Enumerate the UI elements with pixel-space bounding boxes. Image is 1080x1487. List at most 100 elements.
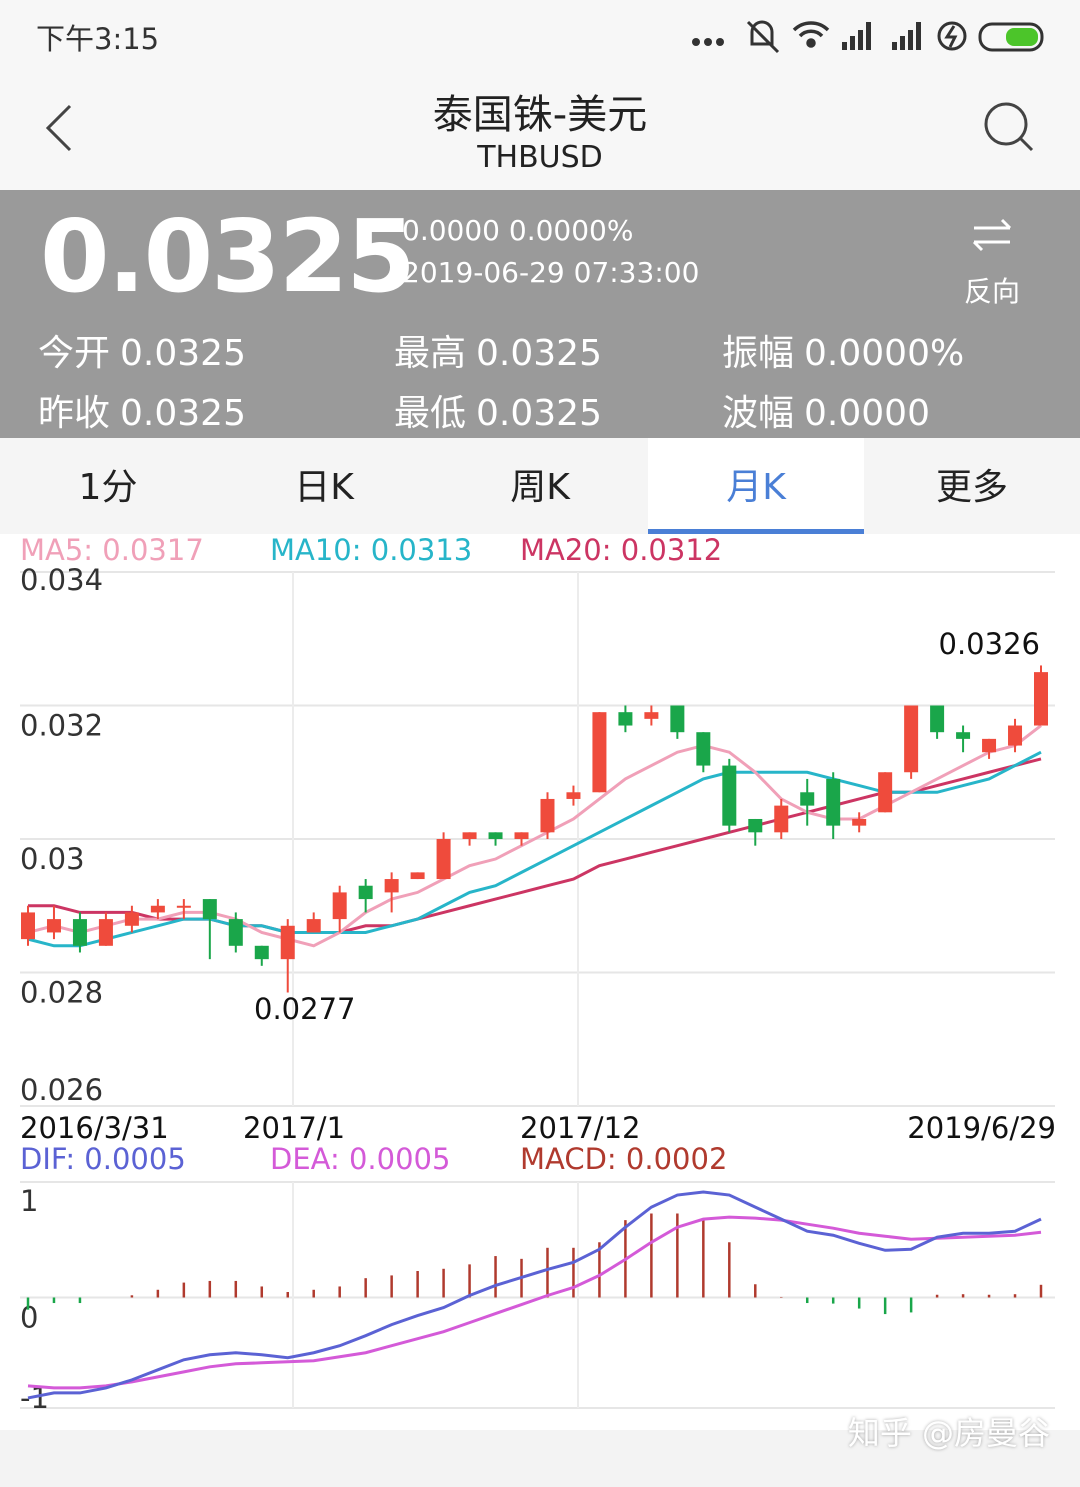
x-axis-label: 2016/3/31 [20,1111,169,1145]
candle-body [98,919,113,946]
candle-body [956,732,971,739]
reverse-label: 反向 [963,275,1020,308]
stat-wave-label: 波幅 [722,393,795,434]
candle-body [540,798,555,833]
stat-low-value: 0.0325 [476,393,602,434]
x-axis-label: 2017/12 [520,1111,640,1145]
candle-body [696,732,711,766]
tab-1min[interactable]: 1分 [78,467,138,508]
min-price-label: 0.0277 [254,992,355,1026]
stat-amplitude-label: 振幅 [722,333,795,374]
candle-body [1034,672,1048,726]
tab-weekly-k[interactable]: 周K [510,467,570,508]
candle-body [72,919,87,946]
candle-body [46,919,61,933]
stat-prev-close-value: 0.0325 [120,393,246,434]
stat-high-label: 最高 [394,333,467,374]
stat-prev-close-label: 昨收 [38,393,111,434]
stat-open-value: 0.0325 [120,333,246,374]
candle-body [852,818,867,826]
signal-2-icon [892,22,921,50]
candle-body [566,792,581,799]
stat-amplitude: 振幅 0.0000% [722,324,964,376]
candle-body [21,912,35,940]
candle-body [488,832,503,839]
status-bar: 下午3:15 [0,0,1080,68]
tab-daily-k[interactable]: 日K [294,467,354,508]
candle-body [748,818,763,833]
candle-body [176,905,191,908]
price-change: 0.0000 0.0000% [402,214,634,247]
status-icons [692,20,1044,54]
candle-body [904,705,919,773]
candle-body [462,832,477,839]
reverse-button[interactable]: 反向 [952,210,1032,310]
quote-time: 2019-06-29 07:33:00 [402,256,700,289]
quote-header: 0.0325 0.0000 0.0000% 2019-06-29 07:33:0… [0,190,1080,438]
candle-body [124,912,139,926]
y-tick-label: 0.026 [20,1073,103,1107]
ma5-line [27,724,1042,948]
candle-body [254,945,269,960]
candle-body [202,899,217,920]
candle-body [982,738,997,753]
search-icon[interactable] [980,96,1044,160]
x-axis-label: 2017/1 [243,1111,345,1145]
candle-body [592,712,607,793]
period-tabs: 1分 日K 周K 月K 更多 [0,438,1080,534]
stat-high: 最高 0.0325 [394,324,602,376]
kline-chart-svg[interactable]: 0.034 0.032 0.03 0.028 0.026 MA5: 0.0317 MA10:… [0,534,1080,1430]
nav-bar: 泰国铢-美元 THBUSD [0,68,1080,190]
legend-ma5: MA5: 0.0317 [20,534,204,567]
candle-body [384,879,399,893]
candle-body [332,892,347,920]
y-tick-label: 0.034 [20,563,103,597]
max-price-label: 0.0326 [939,627,1040,661]
stat-wave: 波幅 0.0000 [722,384,930,436]
signal-icon [842,22,871,50]
y-tick-label: 0.028 [20,976,103,1010]
tab-monthly-k[interactable]: 月K [648,438,864,534]
candle-body [826,778,841,826]
back-icon[interactable] [30,96,90,160]
candle-body [670,705,685,733]
bell-muted-icon [746,20,780,54]
candle-body [150,905,165,913]
candle-body [644,712,659,719]
battery-icon [978,22,1044,52]
kline-chart[interactable]: 0.034 0.032 0.03 0.028 0.026 MA5: 0.0317 MA10:… [0,534,1080,1430]
candle-body [410,872,425,880]
candle-body [930,705,945,733]
stat-prev-close: 昨收 0.0325 [38,384,246,436]
charging-icon [937,21,967,51]
candle-body [1008,725,1023,746]
candle-body [878,772,893,813]
macd-tick-label: 0 [20,1301,38,1335]
tab-more[interactable]: 更多 [935,467,1008,508]
last-price: 0.0325 [40,198,416,315]
candle-body [514,832,529,839]
x-axis-label: 2019/6/29 [907,1111,1056,1145]
ma10-line [27,750,1042,948]
wifi-icon [792,21,830,48]
candle-body [800,792,815,806]
status-time: 下午3:15 [36,22,160,56]
stat-high-value: 0.0325 [476,333,602,374]
candle-body [358,885,373,900]
candle-body [618,712,633,726]
more-dots-icon [692,38,724,46]
swap-arrows-icon [972,218,1012,252]
legend-ma10: MA10: 0.0313 [270,534,472,567]
stat-low: 最低 0.0325 [394,384,602,436]
y-tick-label: 0.03 [20,842,85,876]
page-title: 泰国铢-美元 [432,92,648,138]
watermark: 知乎 @房曼谷 [847,1414,1050,1452]
legend-macd: MACD: 0.0002 [520,1142,727,1176]
dif-line [27,1190,1042,1400]
stat-low-label: 最低 [394,393,467,434]
candle-body [436,839,451,880]
legend-dea: DEA: 0.0005 [270,1142,450,1176]
candle-body [280,925,295,960]
candle-body [306,919,321,933]
legend-dif: DIF: 0.0005 [20,1142,186,1176]
